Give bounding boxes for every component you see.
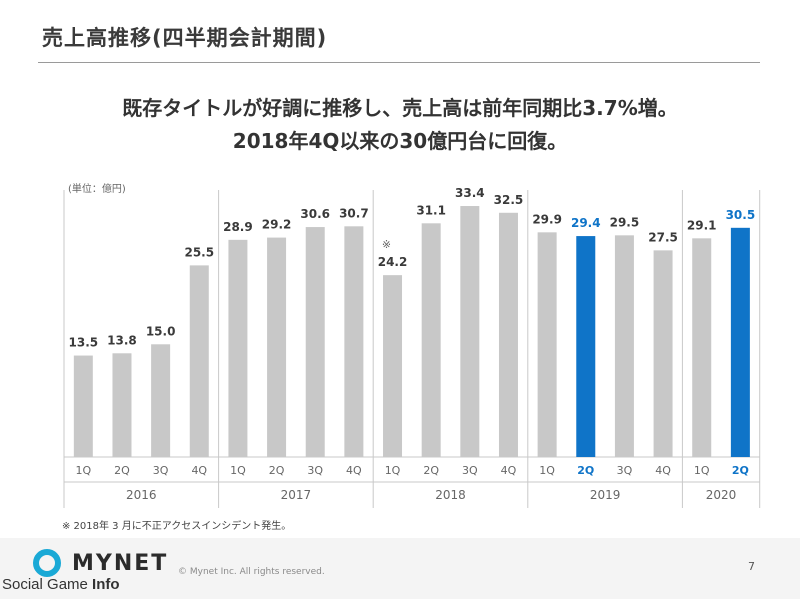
year-label: 2016 xyxy=(126,488,157,502)
tick-label: 2Q xyxy=(114,464,130,477)
data-label: 30.5 xyxy=(726,208,756,222)
title-divider xyxy=(38,62,760,63)
bar xyxy=(692,238,712,457)
data-label: 29.9 xyxy=(532,212,562,226)
data-label: 29.1 xyxy=(687,218,717,232)
data-label: 33.4 xyxy=(455,186,485,200)
data-label: 30.7 xyxy=(339,206,369,220)
bar xyxy=(383,275,403,457)
page-number: 7 xyxy=(748,560,755,573)
revenue-bar-chart: 13.5 1Q 13.8 2Q 15.0 3Q 25.5 4Q 28.9 1Q 29.2 2Q 30.6… xyxy=(63,186,761,508)
bar xyxy=(460,206,480,457)
year-label: 2020 xyxy=(706,488,737,502)
tick-label: 1Q xyxy=(694,464,710,477)
chart-footnote: ※ 2018年 3 月に不正アクセスインシデント発生。 xyxy=(62,521,292,532)
bar xyxy=(421,223,441,457)
data-label: 30.6 xyxy=(300,207,330,221)
data-label: 29.2 xyxy=(262,218,292,232)
data-label: 27.5 xyxy=(648,230,678,244)
bar xyxy=(267,237,287,457)
annotation-mark: ※ xyxy=(382,238,391,251)
logo-text: MYNET xyxy=(72,551,169,576)
tick-label: 1Q xyxy=(539,464,555,477)
headline-line-2: 2018年4Q以来の30億円台に回復。 xyxy=(232,129,568,153)
tick-label: 3Q xyxy=(617,464,633,477)
bar xyxy=(614,235,634,457)
year-label: 2017 xyxy=(281,488,312,502)
tick-label: 2Q xyxy=(423,464,439,477)
data-label: 29.5 xyxy=(610,215,640,229)
data-label: 25.5 xyxy=(184,245,214,259)
tick-label: 4Q xyxy=(501,464,517,477)
tick-label: 3Q xyxy=(153,464,169,477)
watermark-info: Info xyxy=(92,576,120,593)
bar xyxy=(151,344,171,457)
copyright-text: © Mynet Inc. All rights reserved. xyxy=(178,567,325,577)
data-label: 24.2 xyxy=(378,255,408,269)
tick-label: 3Q xyxy=(307,464,323,477)
bar xyxy=(730,227,750,457)
tick-label: 2Q xyxy=(577,464,594,477)
slide-title: 売上高推移(四半期会計期間) xyxy=(42,26,328,50)
tick-label: 2Q xyxy=(269,464,285,477)
year-label: 2019 xyxy=(590,488,621,502)
tick-label: 4Q xyxy=(655,464,671,477)
data-label: 32.5 xyxy=(494,193,524,207)
bar xyxy=(537,232,557,457)
tick-label: 4Q xyxy=(346,464,362,477)
watermark: Social Game Info xyxy=(2,576,120,593)
data-label: 29.4 xyxy=(571,216,601,230)
tick-label: 1Q xyxy=(230,464,246,477)
bar xyxy=(344,226,364,457)
mynet-logo-icon xyxy=(33,549,61,577)
watermark-text: Social Game xyxy=(2,576,93,593)
bar xyxy=(576,236,596,457)
tick-label: 2Q xyxy=(732,464,749,477)
bar xyxy=(653,250,673,457)
data-label: 31.1 xyxy=(416,203,446,217)
tick-label: 1Q xyxy=(385,464,401,477)
bar xyxy=(112,353,132,457)
bar xyxy=(305,227,325,457)
data-label: 28.9 xyxy=(223,220,253,234)
bar xyxy=(73,355,93,457)
data-label: 13.5 xyxy=(69,336,99,350)
data-label: 13.8 xyxy=(107,333,137,347)
chart-unit-label: (単位：億円) xyxy=(68,184,126,195)
year-label: 2018 xyxy=(435,488,466,502)
tick-label: 1Q xyxy=(75,464,91,477)
data-label: 15.0 xyxy=(146,324,176,338)
tick-label: 4Q xyxy=(191,464,207,477)
footer-band xyxy=(0,538,800,599)
headline-line-1: 既存タイトルが好調に推移し、売上高は前年同期比3.7%増。 xyxy=(122,96,678,120)
bar xyxy=(189,265,209,457)
bar xyxy=(228,239,248,457)
tick-label: 3Q xyxy=(462,464,478,477)
bar xyxy=(498,212,518,457)
